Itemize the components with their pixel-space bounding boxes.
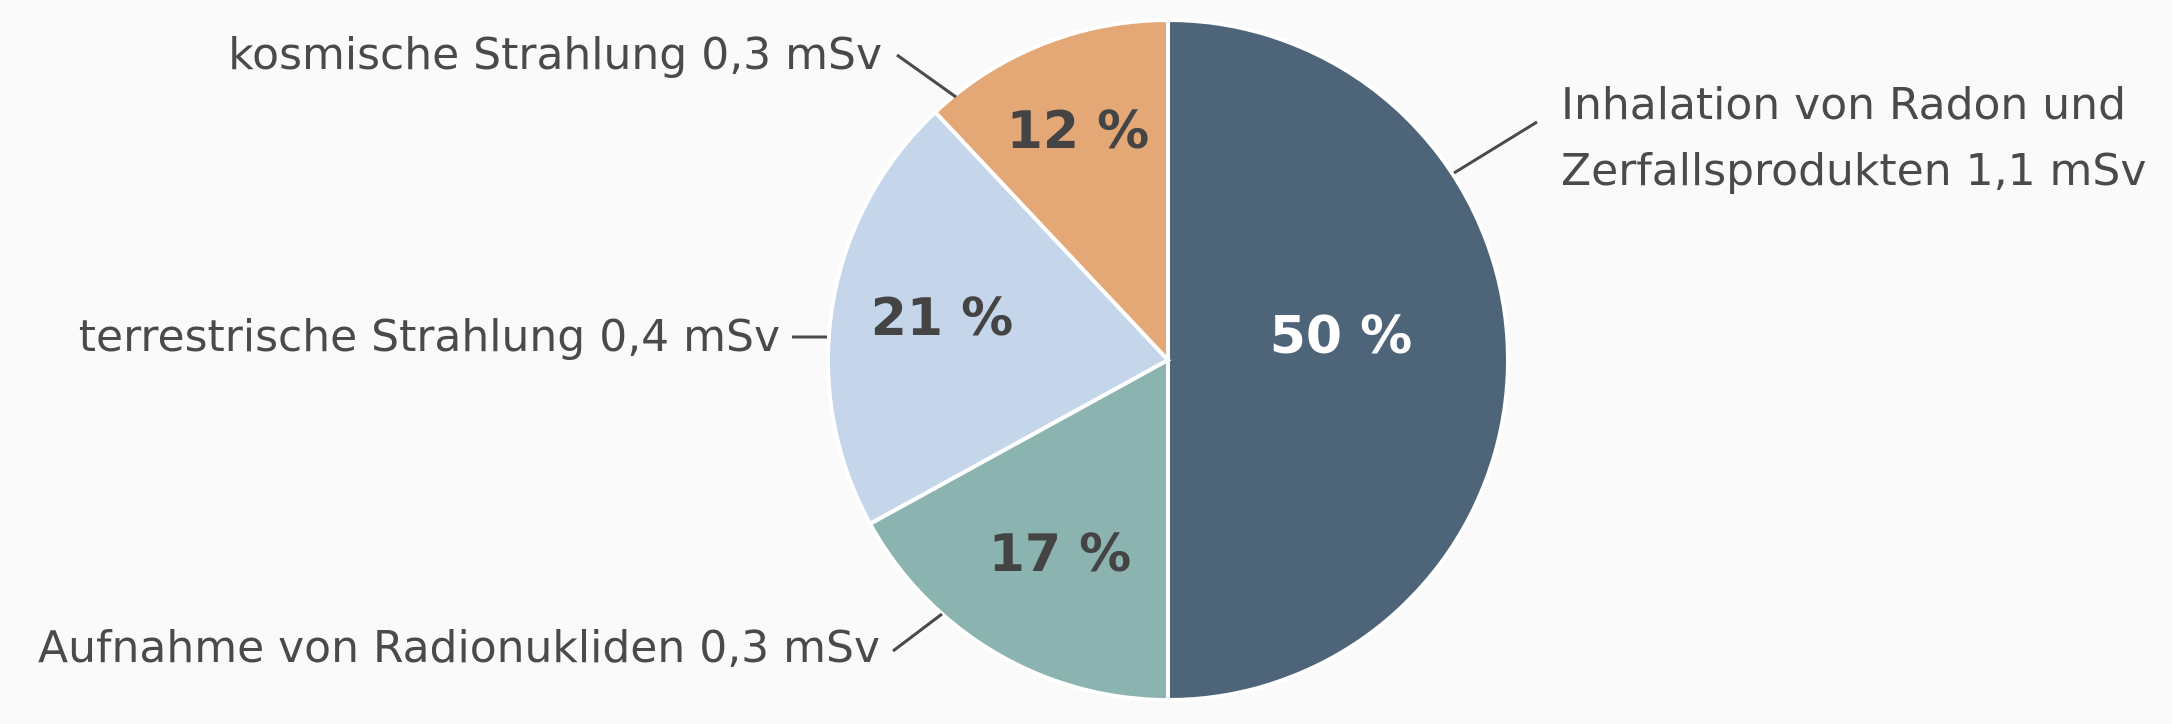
- value-label: 12 %: [1007, 101, 1150, 161]
- category-label: Inhalation von Radon und Zerfallsprodukt…: [1561, 79, 2147, 196]
- pie-slice: [1166, 17, 1510, 703]
- category-label: terrestrische Strahlung 0,4 mSv: [78, 311, 780, 362]
- pie-slice: [826, 109, 1172, 527]
- value-label: 50 %: [1270, 306, 1413, 366]
- value-label: 17 %: [989, 524, 1132, 584]
- value-label: 21 %: [871, 288, 1014, 348]
- category-label: kosmische Strahlung 0,3 mSv: [228, 29, 882, 80]
- category-label: Aufnahme von Radionukliden 0,3 mSv: [38, 622, 880, 673]
- leader-line: [892, 612, 943, 653]
- pie-slice: [932, 17, 1170, 366]
- leader-line: [1453, 120, 1538, 175]
- pie-slice: [867, 356, 1170, 703]
- leader-line: [896, 53, 957, 99]
